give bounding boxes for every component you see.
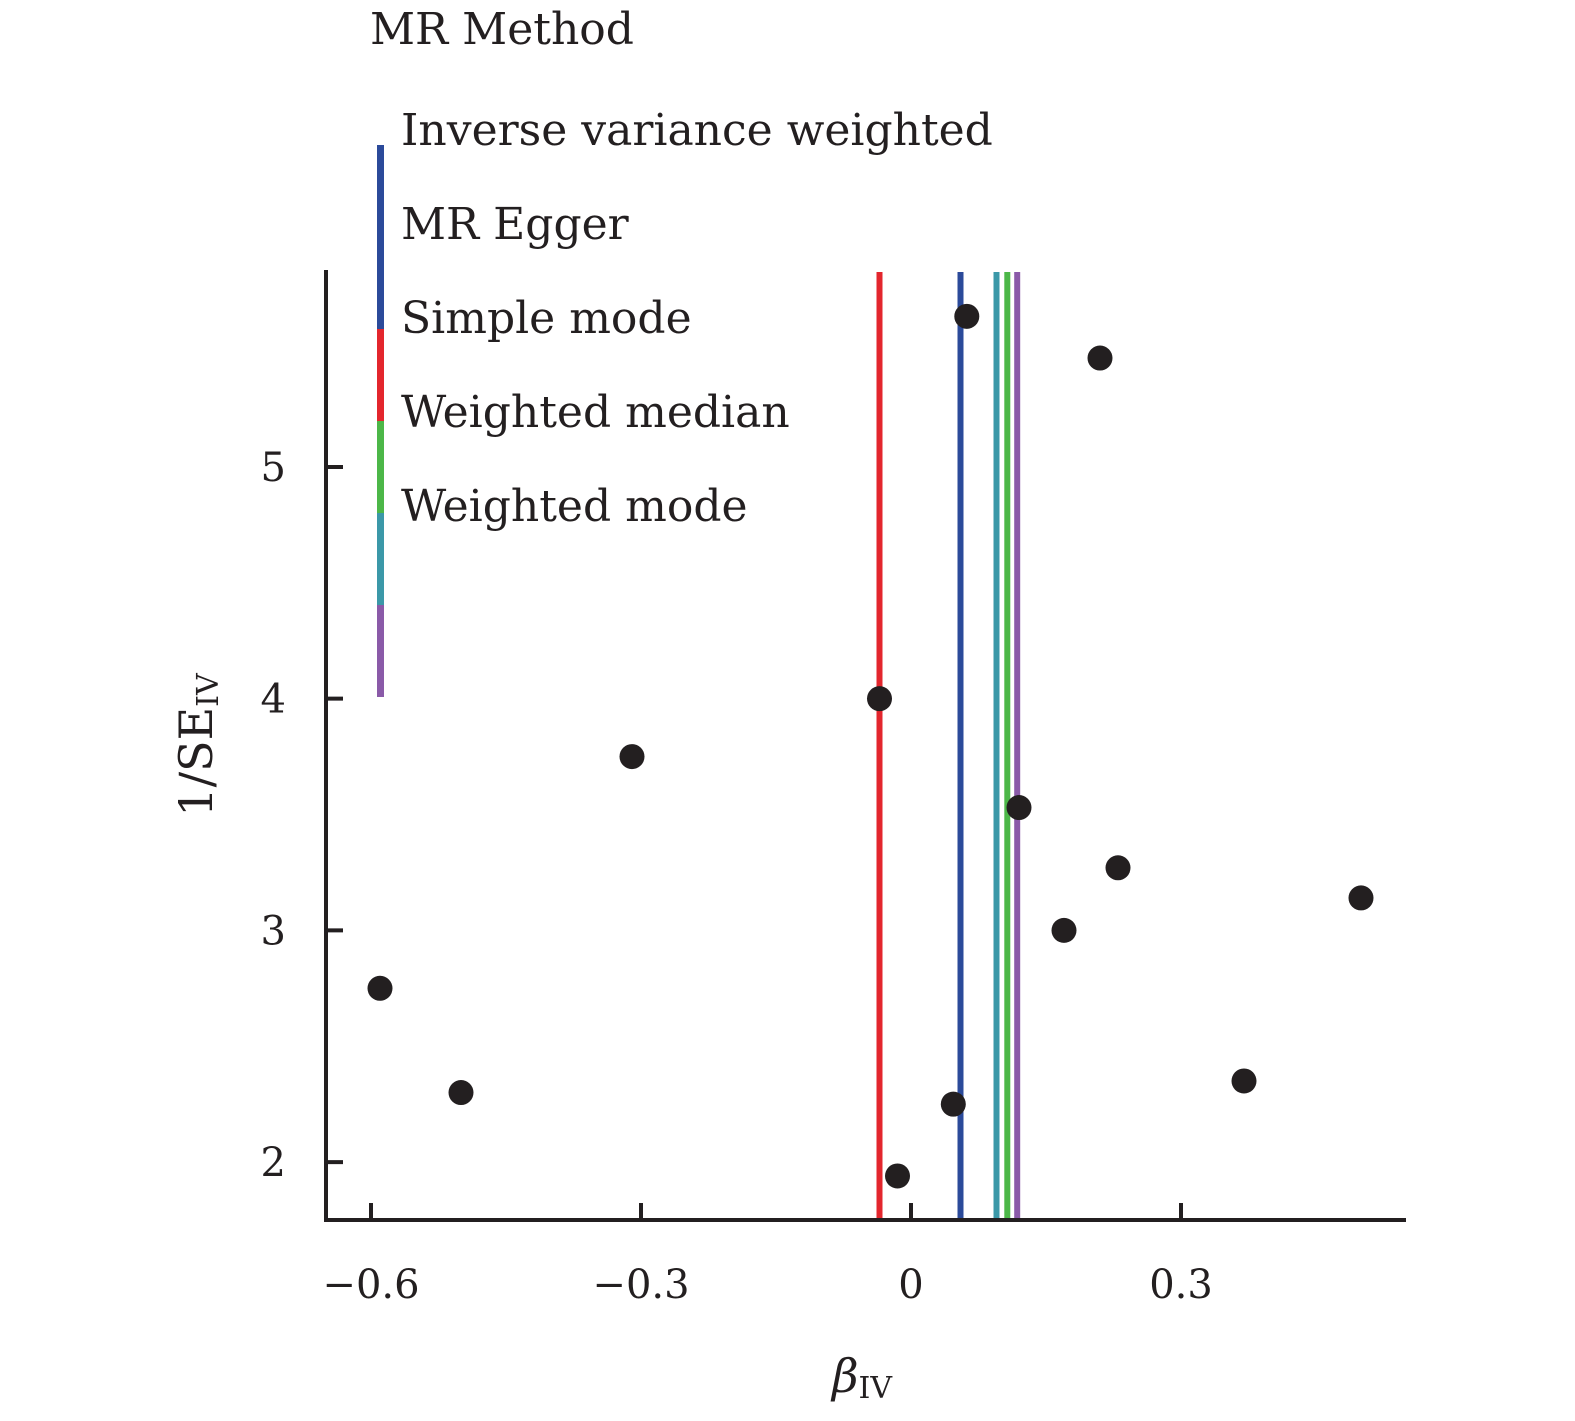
x-ticks: −0.6 −0.3 0 0.3 bbox=[322, 1203, 1213, 1308]
data-point-5 bbox=[940, 1091, 966, 1117]
y-ticks: 2 3 4 5 bbox=[261, 445, 343, 1186]
axes bbox=[324, 270, 1406, 1222]
y-axis-title: 1/SEIV bbox=[169, 672, 226, 817]
legend-title: MR Method bbox=[370, 4, 634, 55]
legend: MR Method Inverse variance weighted MR Eg… bbox=[370, 4, 993, 697]
legend-color-strip bbox=[377, 145, 384, 697]
legend-swatch-4 bbox=[377, 513, 384, 605]
data-point-4 bbox=[885, 1163, 910, 1189]
x-tick-label-1: −0.3 bbox=[592, 1262, 689, 1308]
legend-swatch-3 bbox=[377, 421, 384, 513]
x-axis-title: βIV bbox=[830, 1349, 893, 1406]
y-tick-label-0: 2 bbox=[261, 1140, 286, 1186]
data-point-1 bbox=[448, 1080, 474, 1106]
legend-labels: Inverse variance weighted MR Egger Simple … bbox=[401, 105, 993, 532]
x-tick-label-0: −0.6 bbox=[322, 1262, 419, 1308]
legend-label-0: Inverse variance weighted bbox=[401, 105, 993, 156]
legend-label-2: Simple mode bbox=[401, 293, 692, 344]
method-estimate-lines bbox=[876, 272, 1021, 1220]
y-tick-label-2: 4 bbox=[261, 677, 286, 723]
data-point-7 bbox=[1006, 795, 1032, 821]
y-tick-label-1: 3 bbox=[261, 908, 286, 954]
legend-label-3: Weighted median bbox=[401, 387, 790, 438]
data-point-8 bbox=[1051, 917, 1077, 943]
legend-swatch-0 bbox=[377, 145, 384, 237]
data-point-0 bbox=[367, 975, 393, 1001]
data-point-12 bbox=[1348, 885, 1374, 911]
legend-swatch-2 bbox=[377, 329, 384, 421]
x-tick-label-3: 0.3 bbox=[1149, 1262, 1213, 1308]
y-tick-label-3: 5 bbox=[261, 445, 286, 491]
data-point-6 bbox=[954, 303, 980, 329]
legend-label-4: Weighted mode bbox=[401, 481, 748, 532]
legend-swatch-5 bbox=[377, 605, 384, 697]
snp-points bbox=[367, 303, 1374, 1189]
data-point-2 bbox=[619, 744, 645, 770]
legend-swatch-1 bbox=[377, 237, 384, 329]
data-point-9 bbox=[1087, 345, 1113, 371]
data-point-3 bbox=[867, 686, 892, 712]
data-point-11 bbox=[1231, 1068, 1257, 1094]
legend-label-1: MR Egger bbox=[401, 199, 630, 250]
x-tick-label-2: 0 bbox=[898, 1262, 923, 1308]
data-point-10 bbox=[1105, 855, 1131, 881]
